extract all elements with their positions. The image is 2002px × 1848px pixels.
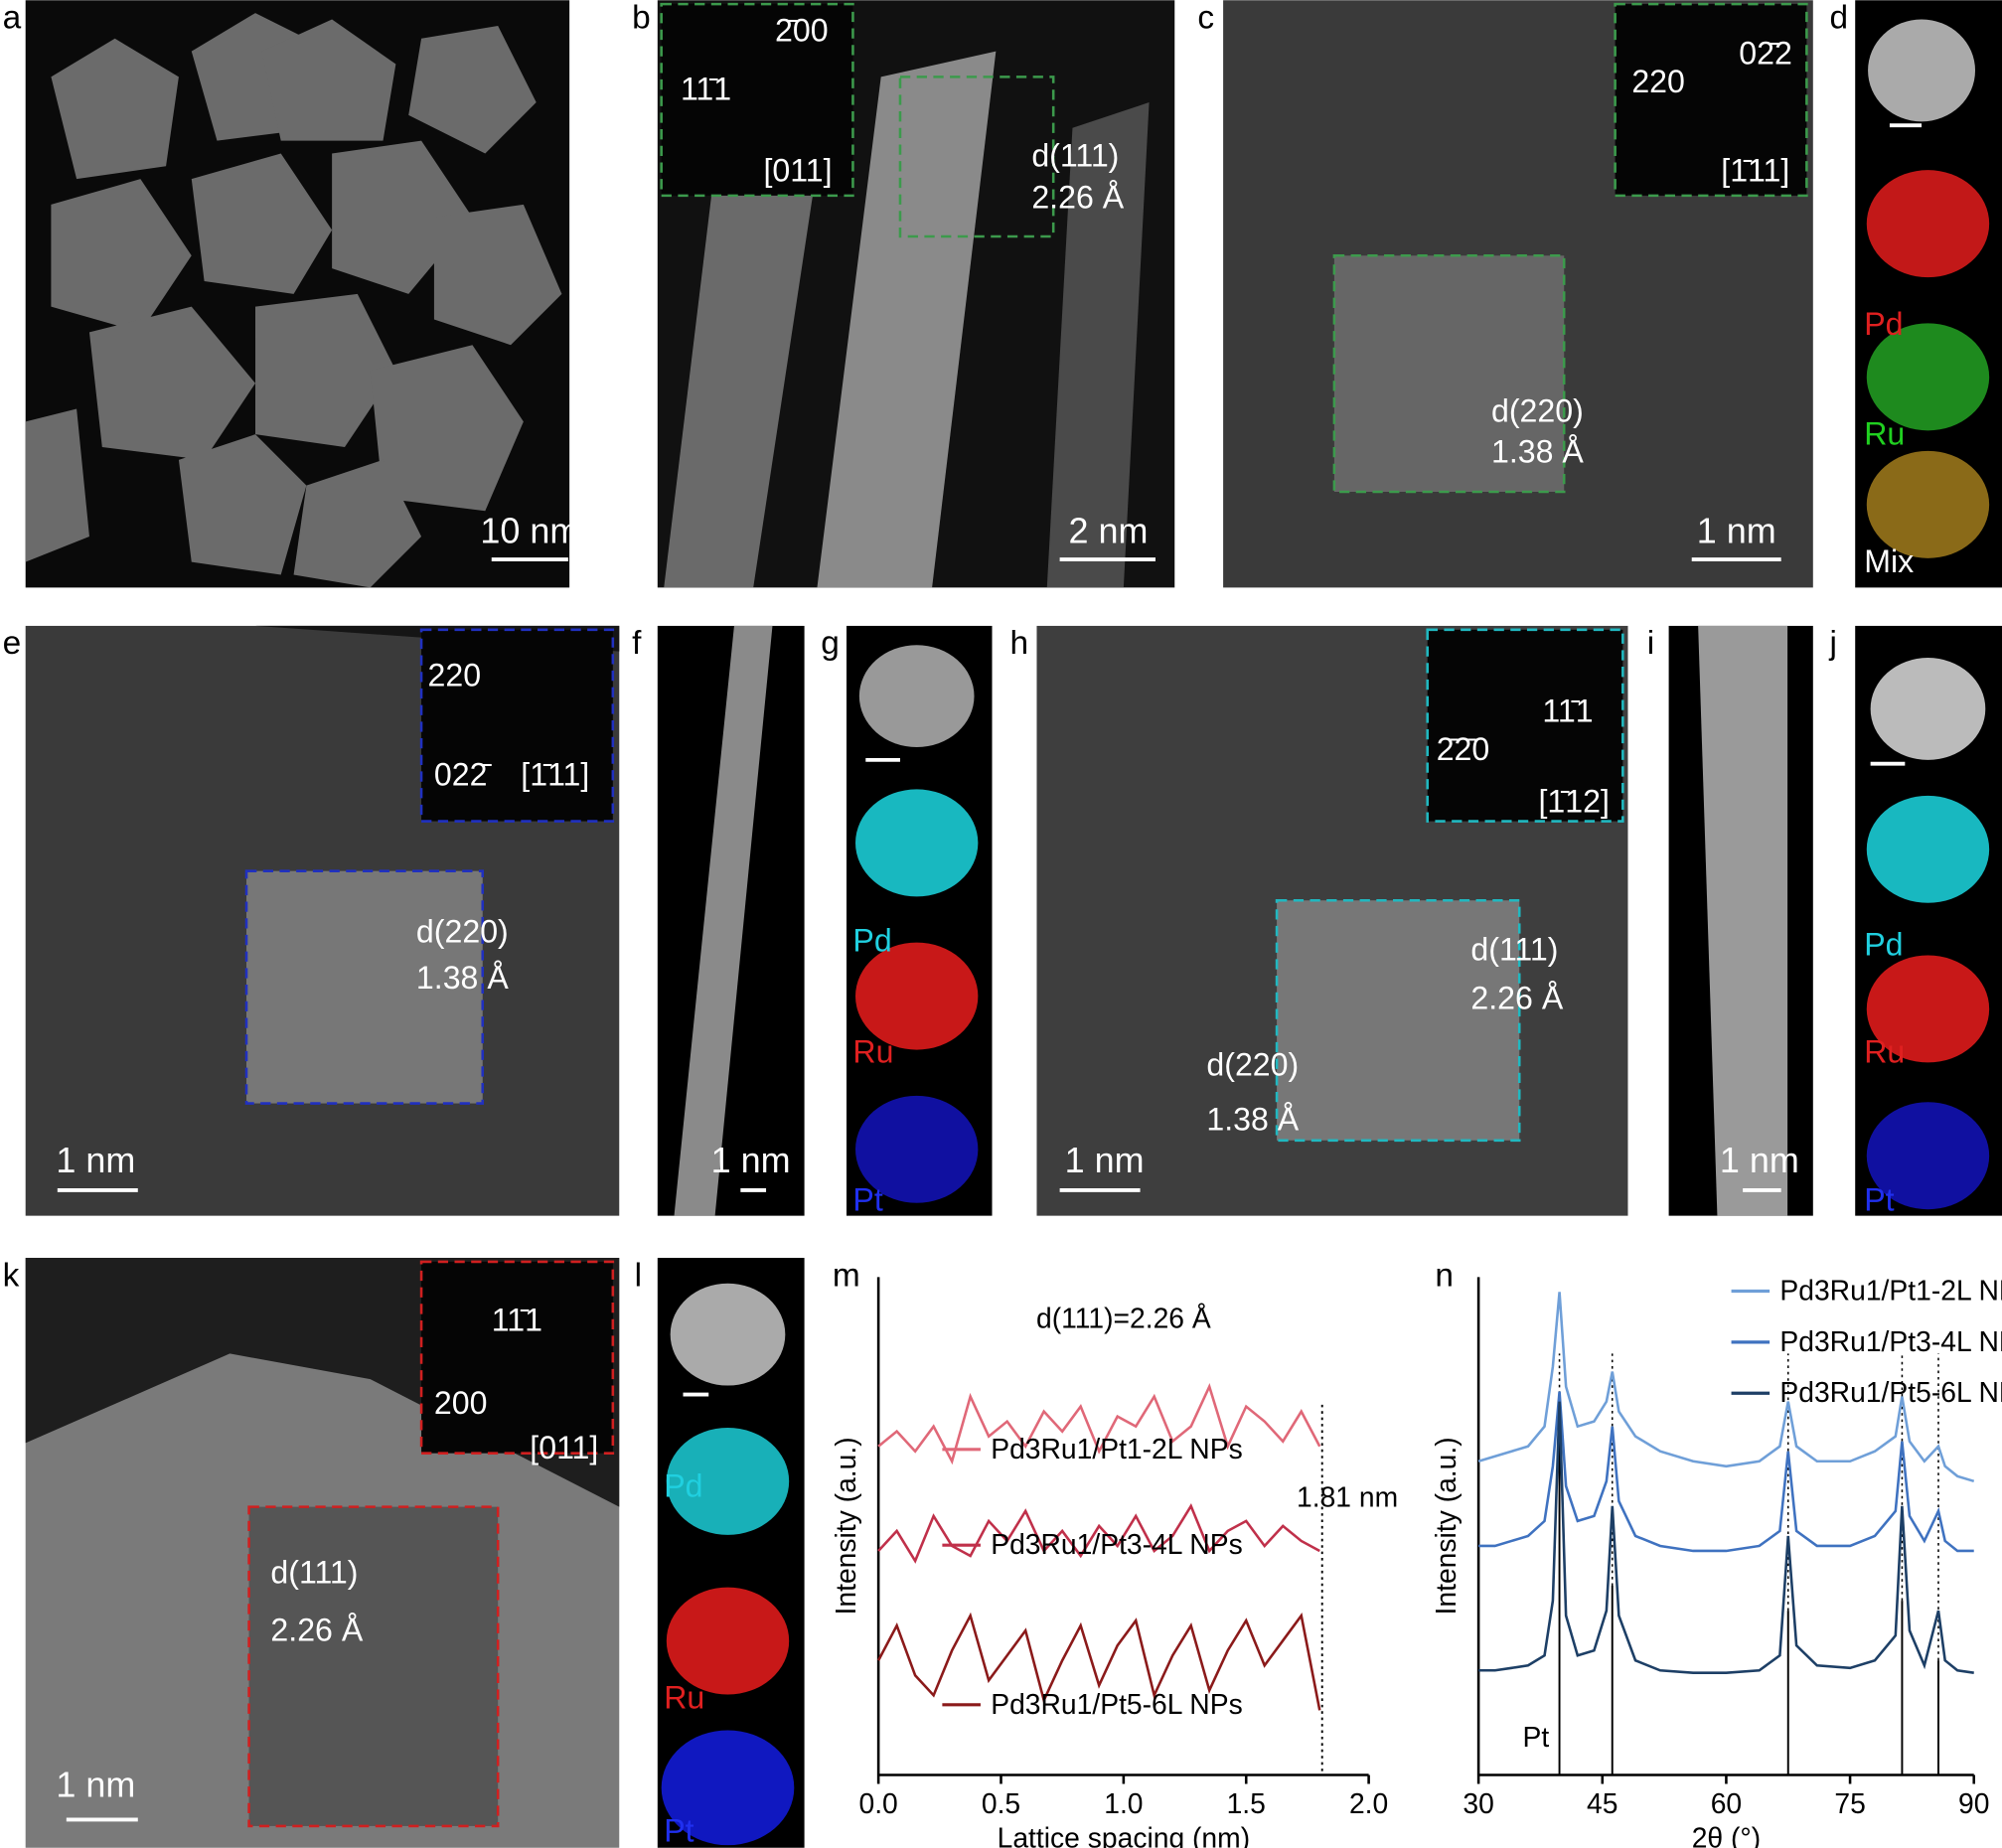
x-tick-label: 30: [1463, 1787, 1493, 1819]
d-spacing: d(220): [1491, 392, 1584, 428]
d-spacing: d(111): [1031, 137, 1119, 173]
panel-label: a: [3, 0, 22, 37]
d-spacing: d(220): [416, 914, 509, 950]
legend-label: Pd3Ru1/Pt1-2L NPs: [1779, 1274, 2002, 1306]
charts: 0.0 0.5 1.0 1.5 2.0 Lattice spacing (nm) Inten…: [830, 1274, 2002, 1848]
legend-label: Pd3Ru1/Pt3-4L NPs: [1779, 1325, 2002, 1357]
d-spacing-value: 1.38 Å: [416, 960, 509, 996]
panel-label: h: [1009, 625, 1028, 662]
fft-index: 220: [1631, 64, 1685, 99]
x-tick-label: 2.0: [1349, 1787, 1388, 1819]
scale-bar-label: 1 nm: [1720, 1140, 1799, 1180]
panel-label: n: [1435, 1257, 1454, 1294]
y-axis-label: Intensity (a.u.): [830, 1437, 861, 1615]
x-axis-label: Lattice spacing (nm): [998, 1822, 1251, 1848]
element-label: Ru: [1864, 1033, 1905, 1069]
d-spacing-value: 1.38 Å: [1491, 433, 1584, 469]
zone-axis: [011]: [530, 1430, 598, 1465]
micrographs: [25, 0, 2002, 1848]
scale-bar-label: 10 nm: [480, 510, 579, 550]
element-label: Pd: [1864, 306, 1903, 342]
panel-label: j: [1829, 625, 1837, 662]
d-spacing-value: 2.26 Å: [1470, 980, 1563, 1015]
fft-index: 11̄1: [492, 1302, 542, 1337]
legend-label: Pd3Ru1/Pt5-6L NPs: [1779, 1376, 2002, 1408]
series-line: [877, 1382, 1321, 1465]
series-line: [1477, 1292, 1975, 1483]
element-label: Ru: [1864, 415, 1905, 451]
element-label: Pt: [852, 1181, 882, 1217]
d-spacing: d(111): [270, 1555, 358, 1591]
legend-label: Pd3Ru1/Pt3-4L NPs: [991, 1528, 1242, 1560]
reference-label: Pt: [1523, 1721, 1550, 1753]
panel-label: i: [1647, 625, 1654, 662]
scale-bar-label: 1 nm: [56, 1764, 135, 1804]
zone-axis: [011]: [763, 153, 832, 189]
panel-label: g: [821, 625, 840, 662]
panel-label: l: [635, 1257, 642, 1294]
element-label: Pd: [664, 1467, 702, 1503]
scale-bar-label: 2 nm: [1068, 510, 1148, 550]
fft-index: 2̄00: [775, 12, 829, 48]
element-label: Pd: [852, 923, 891, 959]
d-spacing-value: 2.26 Å: [1031, 180, 1124, 216]
series-line: [1478, 1391, 1974, 1553]
x-tick-label: 0.5: [982, 1787, 1020, 1819]
zone-axis: [1̄11]: [521, 757, 589, 793]
legend-label: Pd3Ru1/Pt5-6L NPs: [991, 1688, 1242, 1720]
panel-texts: 10 nm 11̄1 2̄00 [011] d(111) 2.26 Å 2 nm…: [56, 12, 1914, 1848]
panel-label: f: [632, 625, 642, 662]
d-spacing-value: 2.26 Å: [270, 1613, 363, 1648]
fft-index: 11̄1: [1542, 693, 1593, 728]
panel-label: k: [3, 1257, 20, 1294]
scale-bar-label: 1 nm: [1697, 510, 1776, 550]
legend-label: Pd3Ru1/Pt1-2L NPs: [991, 1433, 1242, 1464]
fft-index: 022̄: [434, 757, 493, 793]
marker-label: 1.81 nm: [1297, 1481, 1398, 1513]
zone-axis: [1̄11]: [1721, 153, 1789, 189]
y-axis-label: Intensity (a.u.): [1430, 1437, 1462, 1615]
panel-label: c: [1197, 0, 1214, 37]
x-tick-label: 1.5: [1227, 1787, 1266, 1819]
fft-index: 11̄1: [681, 71, 731, 106]
panel-label: m: [833, 1257, 860, 1294]
panel-label: b: [632, 0, 651, 37]
x-tick-label: 1.0: [1104, 1787, 1143, 1819]
x-tick-label: 60: [1711, 1787, 1742, 1819]
d-spacing: d(220): [1206, 1046, 1299, 1082]
element-label: Pd: [1864, 926, 1903, 962]
d-spacing-value: 1.38 Å: [1206, 1102, 1299, 1138]
zone-axis: [1̄12]: [1539, 784, 1610, 820]
fft-index: 02̄2: [1739, 36, 1792, 72]
x-tick-label: 0.0: [858, 1787, 897, 1819]
series-line: [1478, 1401, 1974, 1674]
x-tick-label: 45: [1587, 1787, 1617, 1819]
element-label: Ru: [664, 1680, 704, 1716]
x-tick-label: 90: [1958, 1787, 1989, 1819]
element-label: Pt: [1864, 1181, 1894, 1217]
scale-bar-label: 1 nm: [56, 1140, 135, 1180]
element-label: Ru: [852, 1033, 893, 1069]
scale-bar-label: 1 nm: [1065, 1140, 1145, 1180]
fft-index: 220: [428, 657, 482, 693]
x-tick-label: 75: [1834, 1787, 1865, 1819]
fft-index: 2̄2̄0: [1437, 731, 1490, 767]
element-label: Pt: [664, 1812, 693, 1848]
element-label: Mix: [1864, 543, 1914, 579]
scale-bar-label: 1 nm: [711, 1140, 791, 1180]
panel-label: d: [1830, 0, 1849, 37]
series-line: [876, 1612, 1321, 1711]
annotation: d(111)=2.26 Å: [1036, 1303, 1211, 1334]
panel-label: e: [3, 625, 22, 662]
fft-index: 200: [434, 1385, 488, 1421]
x-axis-label: 2θ (°): [1692, 1822, 1761, 1848]
d-spacing: d(111): [1470, 932, 1558, 968]
panel-labels: a b c d e f g h i j k l m n: [3, 0, 1849, 1294]
